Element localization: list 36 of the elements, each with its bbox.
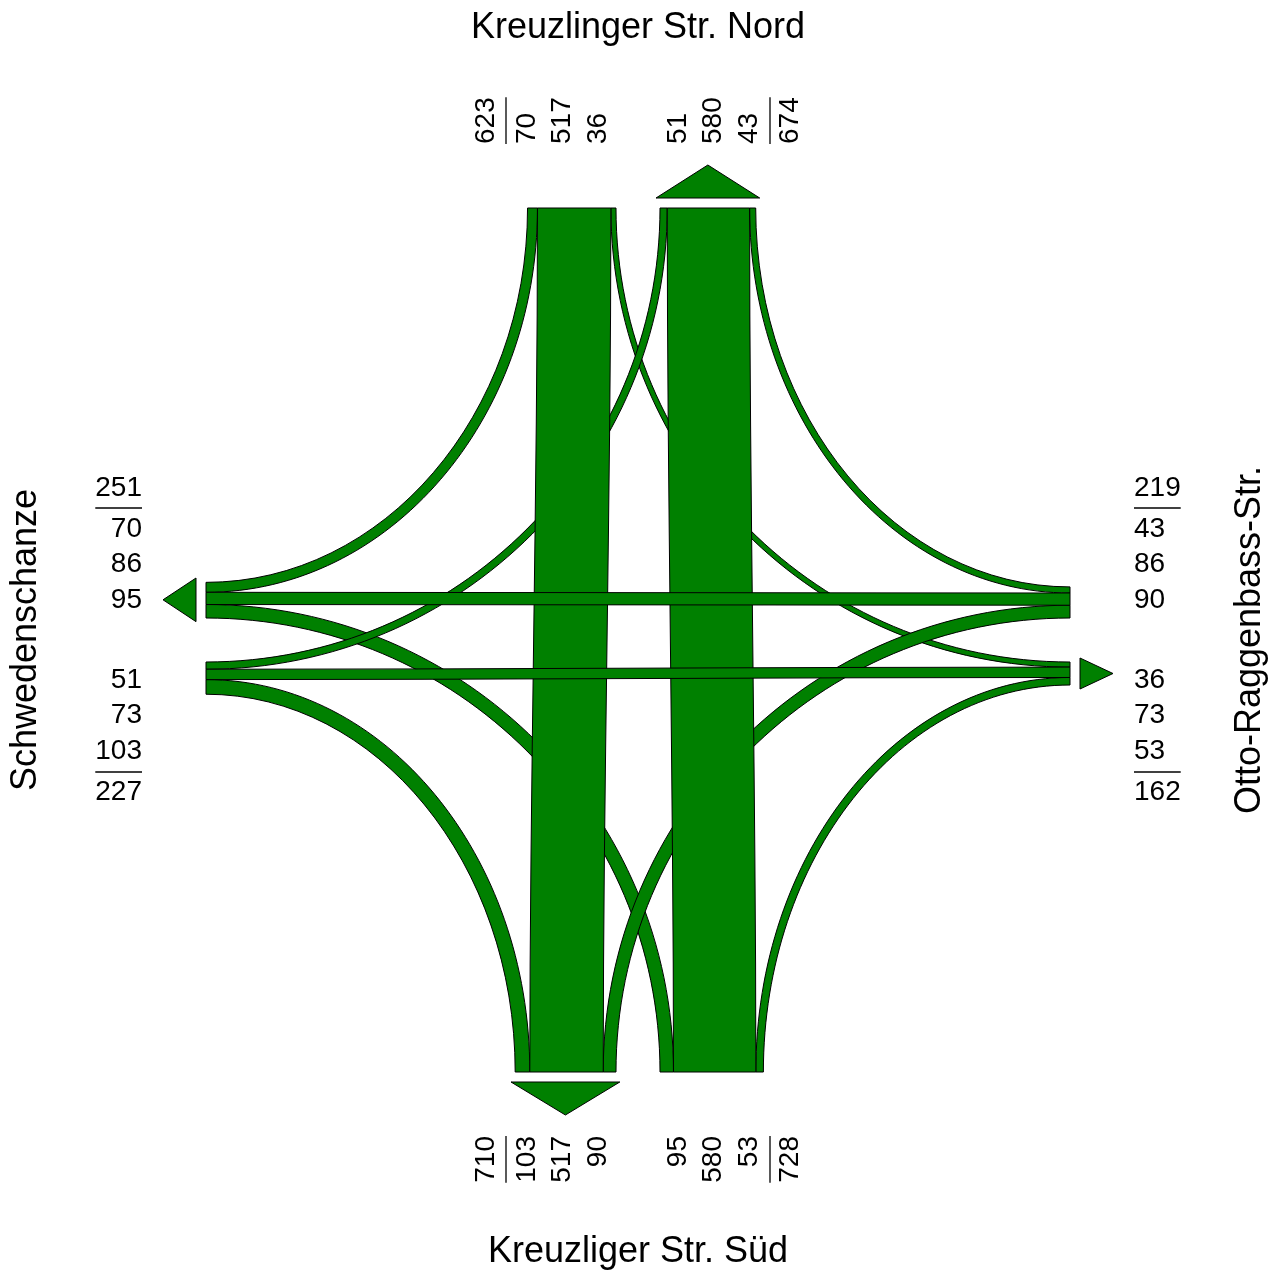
category-label: Kreuzlinger Str. Nord bbox=[470, 4, 806, 46]
text: 623 bbox=[468, 97, 500, 144]
data-label: 90 bbox=[580, 1136, 612, 1168]
data-label: 517 bbox=[545, 1136, 577, 1183]
text: 517 bbox=[545, 97, 577, 144]
data-label: 95 bbox=[110, 582, 142, 614]
data-label: 580 bbox=[696, 97, 728, 144]
text: 73 bbox=[110, 698, 142, 730]
text: 36 bbox=[580, 112, 612, 144]
category-label: Schwedenschanze bbox=[2, 488, 44, 792]
text: 95 bbox=[660, 1136, 692, 1168]
data-label: 73 bbox=[1134, 698, 1166, 730]
text: 51 bbox=[110, 662, 142, 694]
text: 227 bbox=[95, 774, 142, 806]
data-label: 43 bbox=[731, 112, 763, 144]
text: 728 bbox=[772, 1136, 804, 1183]
text: 103 bbox=[95, 733, 142, 765]
text: 580 bbox=[696, 1136, 728, 1183]
data-label: 36 bbox=[1134, 662, 1166, 694]
text: 90 bbox=[1134, 582, 1166, 614]
text: 251 bbox=[95, 470, 142, 502]
text: 53 bbox=[731, 1136, 763, 1168]
data-label: 53 bbox=[1134, 733, 1166, 765]
text: 674 bbox=[772, 97, 804, 144]
text: 70 bbox=[509, 112, 541, 144]
data-label: 103 bbox=[509, 1136, 541, 1183]
text: 219 bbox=[1134, 470, 1181, 502]
text: 86 bbox=[1134, 547, 1166, 579]
data-label: 86 bbox=[110, 547, 142, 579]
data-label: 70 bbox=[110, 511, 142, 543]
text: 162 bbox=[1134, 774, 1181, 806]
category-label: Otto-Raggenbass-Str. bbox=[1226, 465, 1268, 815]
text: 710 bbox=[468, 1136, 500, 1183]
category-label: Kreuzliger Str. Süd bbox=[487, 1228, 789, 1270]
text: 43 bbox=[1134, 511, 1166, 543]
data-label: 51 bbox=[660, 112, 692, 144]
